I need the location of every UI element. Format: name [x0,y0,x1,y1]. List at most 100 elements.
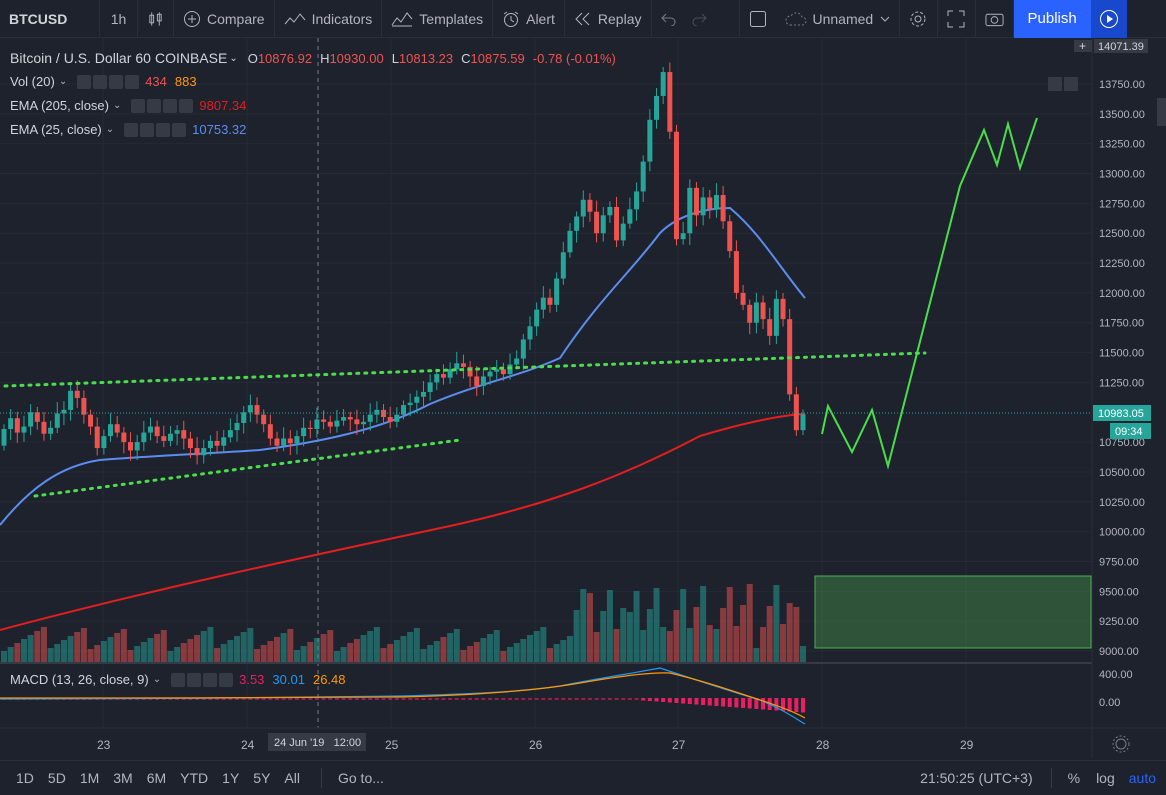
macd-hist-bar [721,698,726,707]
chart-type-button[interactable] [138,0,174,38]
candle-body [114,424,120,433]
volume-bar [660,627,667,663]
volume-bar [27,635,34,663]
price-chart[interactable]: 13750.00 13500.00 13250.00 13000.00 12750.00… [0,38,1166,758]
scroll-handle[interactable] [1157,98,1166,126]
range-ytd[interactable]: YTD [180,770,209,786]
macd-tick-label: 0.00 [1099,697,1120,709]
range-5d[interactable]: 5D [47,770,66,786]
indicator-controls[interactable] [124,122,187,137]
volume-bar [174,647,181,663]
alert-button[interactable]: Alert [493,0,565,38]
redo-icon[interactable] [691,12,707,26]
macd-hist-bar [514,698,519,700]
price-axis-max: 14071.39 [1098,41,1144,53]
range-1d[interactable]: 1D [16,770,34,786]
candle-body [314,419,320,429]
templates-button[interactable]: Templates [382,0,494,38]
volume-name[interactable]: Vol (20) [10,74,55,89]
volume-bar [327,630,334,663]
settings-button[interactable] [900,0,938,38]
volume-bar [20,639,27,663]
replay-play-button[interactable] [1090,0,1127,38]
projection-path[interactable] [821,117,1038,470]
ema205-name[interactable]: EMA (205, close) [10,98,109,113]
macd-hist-bar [774,698,779,711]
price-axis-top-label: + 14071.39 [1074,39,1148,53]
axis-settings-gear[interactable] [1112,735,1130,753]
time-axis[interactable]: 23 24 25 26 27 28 29 [97,738,974,752]
range-6m[interactable]: 6M [146,770,167,786]
macd-hist-bar [601,698,606,700]
price-tick-label: 11750.00 [1099,318,1144,330]
chevron-down-icon[interactable]: ⌄ [105,124,115,135]
pane-collapse-buttons[interactable] [1048,77,1078,91]
candle-body [767,319,773,336]
range-3m[interactable]: 3M [113,770,133,786]
chart-area[interactable]: 13750.00 13500.00 13250.00 13000.00 12750.00… [0,38,1166,758]
snapshot-button[interactable] [976,0,1014,38]
macd-hist-bar [621,698,626,700]
replay-button[interactable]: Replay [565,0,652,38]
indicators-button[interactable]: Indicators [275,0,383,38]
chevron-down-icon[interactable]: ⌄ [58,76,68,87]
log-scale-toggle[interactable]: log [1096,770,1115,786]
symbol-search[interactable]: BTCUSD [0,0,100,38]
upper-channel-trendline[interactable] [3,351,927,388]
macd-hist-bar [255,698,260,700]
volume-bar [207,627,214,663]
undo-icon[interactable] [660,12,677,26]
range-all[interactable]: All [284,770,300,786]
auto-scale-toggle[interactable]: auto [1128,770,1156,786]
goto-button[interactable]: Go to... [337,770,384,786]
volume-bar [453,629,460,663]
chevron-down-icon[interactable]: ⌄ [152,674,162,685]
chevron-down-icon[interactable]: ⌄ [229,52,238,64]
percent-scale-toggle[interactable]: % [1067,770,1081,786]
time-tick-label: 24 [241,738,255,752]
lower-channel-trendline[interactable] [33,438,462,498]
volume-bar [200,631,207,663]
fullscreen-layout-toggle[interactable] [740,0,776,38]
range-1m[interactable]: 1M [79,770,100,786]
interval-button[interactable]: 1h [100,0,138,38]
volume-bar [267,641,274,663]
indicator-controls[interactable] [131,98,194,113]
volume-bar [260,645,267,663]
macd-hist-bar [801,698,805,713]
macd-hist-bar [547,698,552,700]
price-tick-label: 11500.00 [1099,348,1144,360]
macd-hist-bar [501,698,506,700]
layout-name-button[interactable]: Unnamed [776,0,900,38]
volume-legend: Vol (20) ⌄ 434 883 [10,74,197,89]
price-axis[interactable]: 13750.00 13500.00 13250.00 13000.00 12750.00… [1099,79,1145,709]
volume-bar [533,631,540,663]
macd-hist-bar [747,698,752,709]
bottom-toolbar: 1D 5D 1M 3M 6M YTD 1Y 5Y All Go to... 21:50:25 (… [0,760,1166,795]
candle-body [221,437,227,446]
candle-body [14,418,20,433]
fullscreen-button[interactable] [938,0,976,38]
range-5y[interactable]: 5Y [253,770,271,786]
symbol-title[interactable]: Bitcoin / U.S. Dollar [10,50,132,66]
volume-bar [513,643,520,663]
chevron-down-icon[interactable]: ⌄ [113,100,122,111]
target-zone-rectangle[interactable] [814,575,1092,649]
range-1y[interactable]: 1Y [222,770,240,786]
clock[interactable]: 21:50:25 (UTC+3) [920,770,1033,786]
publish-button[interactable]: Publish [1013,0,1091,38]
macd-hist-bar [294,698,299,700]
close-value: 10875.59 [470,50,525,66]
ema25-name[interactable]: EMA (25, close) [10,122,102,137]
volume-bar [440,637,447,663]
indicator-controls[interactable] [171,672,234,687]
price-tick-label: 10500.00 [1099,467,1145,479]
macd-name[interactable]: MACD (13, 26, close, 9) [10,672,149,687]
crosshair-time-tag: 24 Jun '19 12:00 [268,733,366,751]
candle-body [361,421,367,425]
compare-button[interactable]: Compare [174,0,275,38]
volume-bar [214,648,221,663]
macd-hist-bar [334,698,339,700]
indicator-controls[interactable] [77,74,140,89]
macd-value-3: 26.48 [312,672,346,687]
